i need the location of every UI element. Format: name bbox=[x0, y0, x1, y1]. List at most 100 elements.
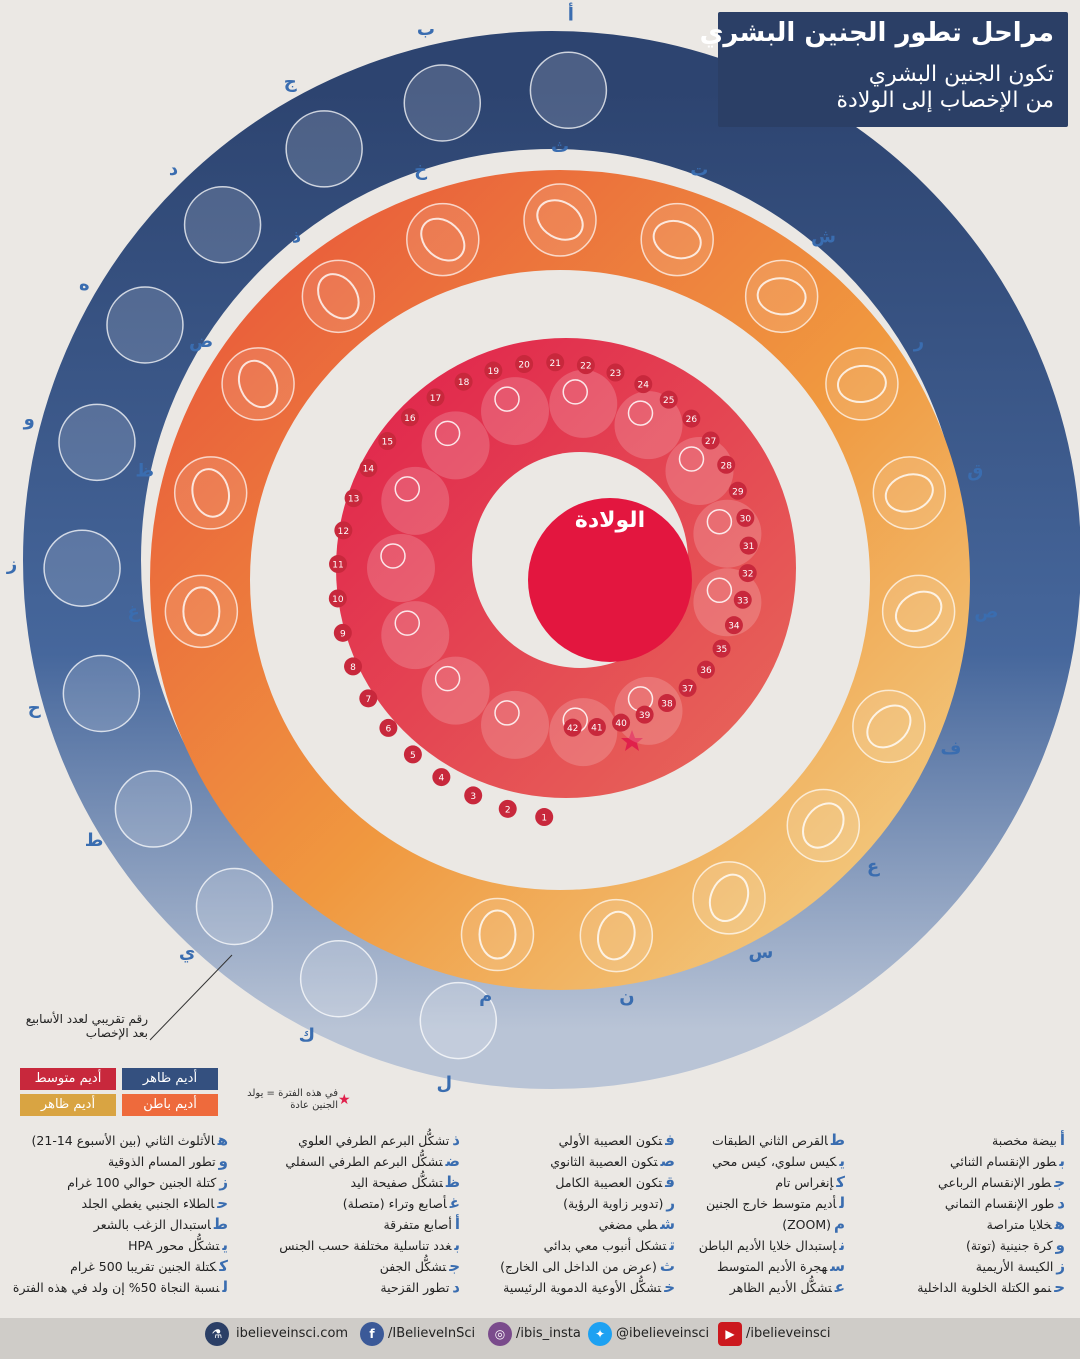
week-number: 6 bbox=[386, 724, 392, 734]
outer-stage-circle bbox=[403, 64, 482, 142]
facebook-link[interactable]: /IBelieveInSci bbox=[388, 1326, 476, 1341]
fetus-head bbox=[380, 543, 406, 569]
fetus-figure bbox=[381, 466, 450, 535]
week-badge bbox=[738, 564, 757, 583]
glossary-letter: خ bbox=[664, 1278, 675, 1296]
middle-stage-circle bbox=[164, 574, 239, 649]
glossary-col-1: أبيضة مخصبة بطور الإنقسام الثنائي جطور الإ… bbox=[820, 1130, 1065, 1298]
fetus-head bbox=[394, 476, 421, 502]
outer-stage-letter: ك bbox=[299, 1025, 316, 1046]
facebook-icon[interactable]: f bbox=[360, 1322, 384, 1346]
week-badge bbox=[724, 616, 743, 635]
middle-stage-circle bbox=[744, 259, 819, 334]
week-number: 30 bbox=[740, 514, 752, 524]
fetus-head bbox=[434, 665, 461, 692]
legend-mesoderm: أديم متوسط bbox=[20, 1068, 116, 1090]
week-number: 29 bbox=[732, 487, 744, 497]
outer-stage-circle bbox=[529, 51, 608, 130]
glossary-item: أبيضة مخصبة bbox=[820, 1130, 1065, 1151]
fetus-head bbox=[394, 610, 421, 636]
legend-endoderm: أديم باطن bbox=[122, 1094, 218, 1116]
week-badge bbox=[400, 408, 419, 427]
week-badge bbox=[739, 536, 758, 555]
youtube-link[interactable]: /ibelieveinsci bbox=[746, 1326, 831, 1341]
week-number: 1 bbox=[541, 814, 547, 824]
glossary-item: لنسبة النجاة 50% إن ولد في هذه الفترة bbox=[0, 1277, 228, 1298]
glossary-text: طور الإنقسام الرباعي bbox=[938, 1175, 1052, 1190]
embryo-shape bbox=[536, 199, 584, 241]
glossary-letter: ح bbox=[217, 1194, 228, 1212]
glossary-letter: م bbox=[834, 1215, 845, 1233]
glossary-text: بيضة مخصبة bbox=[992, 1133, 1057, 1148]
outer-stage-circle bbox=[106, 286, 184, 364]
week-badge bbox=[635, 705, 654, 724]
glossary-text: تشكُّل صفيحة اليد bbox=[350, 1175, 443, 1190]
birth-star-icon bbox=[621, 730, 643, 751]
glossary-item: طاستبدال الزغب بالشعر bbox=[0, 1214, 228, 1235]
fetus-head bbox=[434, 420, 461, 447]
youtube-icon[interactable]: ▶ bbox=[718, 1322, 742, 1346]
glossary-letter: غ bbox=[449, 1194, 460, 1212]
glossary-item: سهجرة الأديم المتوسط bbox=[600, 1256, 845, 1277]
week-badge bbox=[498, 799, 517, 818]
glossary-item: بطور الإنقسام الثنائي bbox=[820, 1151, 1065, 1172]
title-box: مراحل تطور الجنين البشري تكون الجنين الب… bbox=[700, 12, 1068, 127]
outer-stage-letter: أ bbox=[568, 2, 574, 25]
week-number: 5 bbox=[410, 751, 416, 761]
glossary-text: هجرة الأديم المتوسط bbox=[716, 1259, 828, 1274]
glossary-item: ث(عرض من الداخل الى الخارج) bbox=[430, 1256, 675, 1277]
glossary-item: ضتشكُّل البرعم الطرفي السفلي bbox=[215, 1151, 460, 1172]
glossary-text: تشكُّل الجفن bbox=[379, 1259, 447, 1274]
week-number: 31 bbox=[743, 542, 754, 552]
glossary-letter: أ bbox=[1059, 1131, 1065, 1149]
twitter-link[interactable]: @ibelieveinsci bbox=[616, 1326, 710, 1341]
embryo-shape bbox=[237, 359, 279, 409]
glossary-item: زكتلة الجنين حوالي 100 غرام bbox=[0, 1172, 228, 1193]
star-note: في هذه الفترة = يولد الجنين عادة bbox=[247, 1088, 338, 1111]
fetus-figure bbox=[381, 601, 450, 670]
middle-stage-circle bbox=[881, 574, 956, 649]
week-badge bbox=[359, 459, 378, 478]
glossary-text: تشكل أنبوب معي بدائي bbox=[543, 1238, 667, 1253]
middle-stage-circle bbox=[852, 689, 926, 764]
glossary-text: كرة جنينية (توتة) bbox=[965, 1238, 1053, 1253]
glossary-text: كتلة الجنين حوالي 100 غرام bbox=[67, 1175, 217, 1190]
glossary-letter: ث bbox=[659, 1257, 675, 1275]
website-link[interactable]: ibelieveinsci.com bbox=[236, 1326, 349, 1341]
twitter-icon[interactable]: ✦ bbox=[588, 1322, 612, 1346]
embryo-shape bbox=[894, 590, 943, 633]
glossary-letter: ل bbox=[222, 1278, 228, 1296]
legend-ectoderm: أديم ظاهر bbox=[122, 1068, 218, 1090]
glossary-letter: س bbox=[830, 1257, 845, 1275]
week-badge bbox=[333, 623, 352, 642]
glossary-letter: ل bbox=[839, 1194, 845, 1212]
glossary-text: الأثلوث الثاني (بين الأسبوع 14-21) bbox=[31, 1133, 215, 1148]
microscope-icon[interactable]: ⚗ bbox=[205, 1322, 229, 1346]
week-badge bbox=[657, 694, 676, 713]
outer-stage-letter: ح bbox=[28, 697, 41, 718]
middle-stage-circle bbox=[825, 347, 899, 421]
fetus-figure bbox=[693, 499, 762, 568]
fetus-head bbox=[706, 508, 733, 535]
glossary-item: قتكون العصيبة الكامل bbox=[430, 1172, 675, 1193]
middle-stage-letter: خ bbox=[414, 159, 427, 180]
instagram-link[interactable]: /ibis_insta bbox=[516, 1326, 581, 1341]
glossary-text: تكون العصيبة الأولي bbox=[558, 1133, 663, 1148]
instagram-icon[interactable]: ◎ bbox=[488, 1322, 512, 1346]
week-badge bbox=[612, 713, 631, 732]
fetus-figure bbox=[693, 568, 762, 637]
week-badge bbox=[701, 431, 720, 450]
glossary-text: أصابع متفرقة bbox=[383, 1217, 452, 1232]
outer-stage-circle bbox=[58, 403, 136, 482]
glossary-item: جتشكُّل الجفن bbox=[215, 1256, 460, 1277]
week-number: 12 bbox=[338, 527, 349, 537]
glossary-item: ر(تدوير زاوية الرؤية) bbox=[430, 1193, 675, 1214]
glossary-text: الطلاء الجنبي يغطي الجلد bbox=[81, 1196, 215, 1211]
week-badge bbox=[403, 745, 422, 764]
outer-stage-circle bbox=[419, 981, 498, 1060]
glossary-text: إستبدال خلايا الأديم الباطن bbox=[698, 1238, 837, 1253]
week-number: 4 bbox=[439, 774, 445, 784]
weeks-note: رقم تقريبي لعدد الأسابيع بعد الإخصاب bbox=[25, 1012, 148, 1040]
week-badge bbox=[378, 432, 397, 451]
